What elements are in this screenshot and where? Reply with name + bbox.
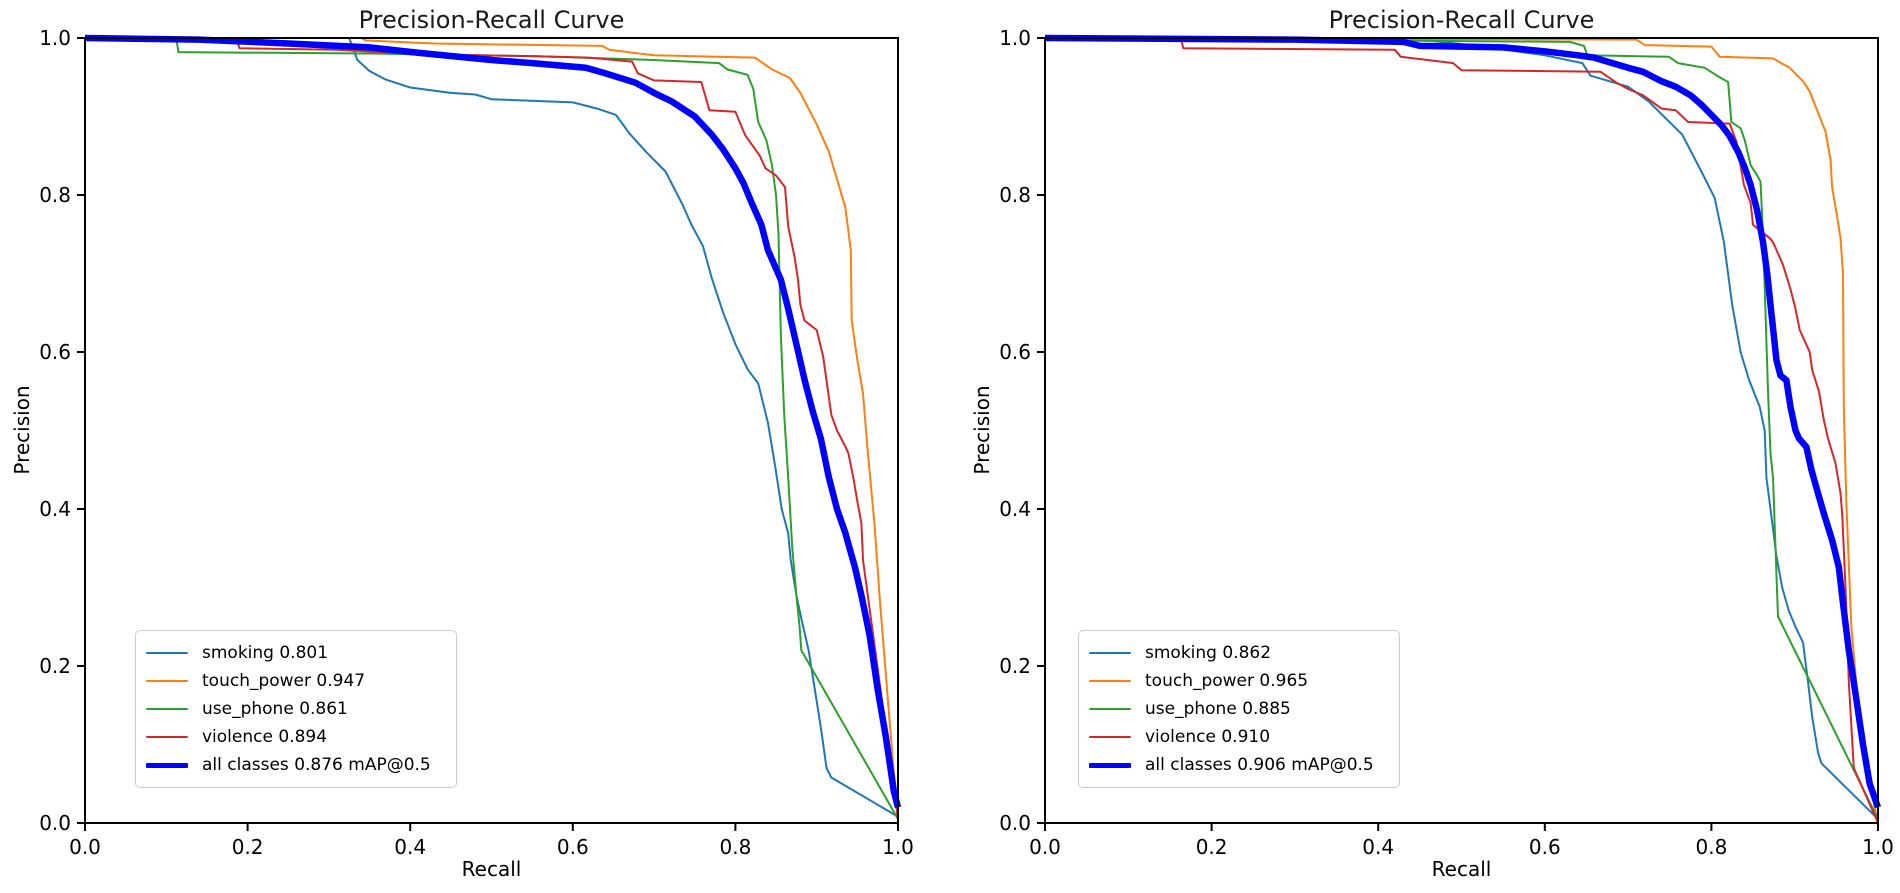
legend-label: smoking 0.862 [1145, 643, 1272, 663]
legend-entry-touch-power: touch_power 0.965 [1089, 667, 1387, 695]
legend-label: all classes 0.876 mAP@0.5 [202, 755, 431, 775]
legend-entry-use-phone: use_phone 0.861 [146, 695, 444, 723]
legend-entry-smoking: smoking 0.801 [146, 639, 444, 667]
legend-entry-all-classes: all classes 0.906 mAP@0.5 [1089, 751, 1387, 779]
right-yaxis-label: Precision [970, 385, 994, 475]
x-tick-label: 0.0 [69, 835, 101, 859]
legend-label: use_phone 0.861 [202, 699, 348, 719]
legend-line-swatch [1089, 652, 1131, 654]
y-tick-label: 1.0 [999, 26, 1031, 50]
y-tick-label: 0.6 [999, 340, 1031, 364]
legend-entry-smoking: smoking 0.862 [1089, 639, 1387, 667]
left-yaxis-label: Precision [10, 385, 34, 475]
y-tick-label: 0.6 [39, 340, 71, 364]
legend-entry-violence: violence 0.910 [1089, 723, 1387, 751]
legend-label: touch_power 0.947 [202, 671, 366, 691]
legend-label: violence 0.910 [1145, 727, 1271, 747]
x-tick-label: 0.2 [232, 835, 264, 859]
x-tick-label: 1.0 [882, 835, 914, 859]
series-touch_power [1044, 37, 1879, 824]
axes-frame [1044, 37, 1879, 824]
x-tick-label: 0.2 [1196, 835, 1228, 859]
legend-label: touch_power 0.965 [1145, 671, 1309, 691]
y-tick-label: 0.2 [39, 654, 71, 678]
legend-line-swatch [1089, 736, 1131, 738]
y-tick-label: 0.8 [999, 183, 1031, 207]
right-xaxis-label: Recall [1431, 857, 1492, 881]
legend-line-swatch [1089, 680, 1131, 682]
x-tick-label: 0.4 [1362, 835, 1394, 859]
series-violence [85, 37, 899, 820]
right-plot-title: Precision-Recall Curve [1328, 6, 1595, 34]
legend-line-swatch [146, 708, 188, 710]
legend-line-swatch [1089, 708, 1131, 710]
x-tick-label: 0.8 [1695, 835, 1727, 859]
legend-line-swatch [146, 762, 188, 768]
right-legend: smoking 0.862 touch_power 0.965 use_phon… [1078, 630, 1400, 788]
y-tick-label: 1.0 [39, 26, 71, 50]
series-violence [1045, 37, 1879, 824]
x-tick-label: 1.0 [1862, 835, 1894, 859]
y-tick-label: 0.0 [999, 811, 1031, 835]
x-tick-label: 0.8 [719, 835, 751, 859]
legend-line-swatch [1089, 762, 1131, 768]
series-smoking [1044, 37, 1879, 820]
legend-entry-all-classes: all classes 0.876 mAP@0.5 [146, 751, 444, 779]
y-tick-label: 0.8 [39, 183, 71, 207]
legend-entry-touch-power: touch_power 0.947 [146, 667, 444, 695]
legend-label: violence 0.894 [202, 727, 328, 747]
x-tick-label: 0.6 [1529, 835, 1561, 859]
x-tick-label: 0.4 [394, 835, 426, 859]
series-all_classes [1044, 34, 1882, 809]
legend-label: all classes 0.906 mAP@0.5 [1145, 755, 1374, 775]
series-smoking [85, 37, 899, 818]
left-plot-title: Precision-Recall Curve [358, 6, 625, 34]
y-tick-label: 0.4 [39, 497, 71, 521]
series-use_phone [1044, 37, 1879, 820]
legend-label: use_phone 0.885 [1145, 699, 1291, 719]
legend-line-swatch [146, 680, 188, 682]
legend-entry-violence: violence 0.894 [146, 723, 444, 751]
legend-entry-use-phone: use_phone 0.885 [1089, 695, 1387, 723]
x-tick-label: 0.6 [557, 835, 589, 859]
series-all_classes [84, 34, 902, 809]
left-legend: smoking 0.801 touch_power 0.947 use_phon… [135, 630, 457, 788]
legend-line-swatch [146, 652, 188, 654]
y-tick-label: 0.0 [39, 811, 71, 835]
y-tick-label: 0.2 [999, 654, 1031, 678]
legend-label: smoking 0.801 [202, 643, 329, 663]
legend-line-swatch [146, 736, 188, 738]
x-tick-label: 0.0 [1029, 835, 1061, 859]
y-tick-label: 0.4 [999, 497, 1031, 521]
left-xaxis-label: Recall [461, 857, 522, 881]
series-touch_power [85, 37, 899, 824]
axes-frame [84, 37, 899, 824]
